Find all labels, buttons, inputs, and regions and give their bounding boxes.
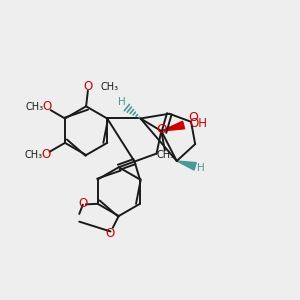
Text: O: O <box>156 123 167 136</box>
Text: O: O <box>78 197 87 210</box>
Text: CH₃: CH₃ <box>24 150 42 160</box>
Text: H: H <box>197 163 204 173</box>
Text: O: O <box>106 227 115 240</box>
Polygon shape <box>161 121 184 131</box>
Text: O: O <box>42 148 51 161</box>
Text: OH: OH <box>190 117 208 130</box>
Text: O: O <box>188 110 198 124</box>
Text: O: O <box>84 80 93 93</box>
Text: CH₃: CH₃ <box>101 82 119 92</box>
Text: H: H <box>118 97 126 107</box>
Text: CH₃: CH₃ <box>156 150 175 160</box>
Text: O: O <box>43 100 52 113</box>
Text: CH₃: CH₃ <box>25 102 43 112</box>
Polygon shape <box>177 161 196 170</box>
